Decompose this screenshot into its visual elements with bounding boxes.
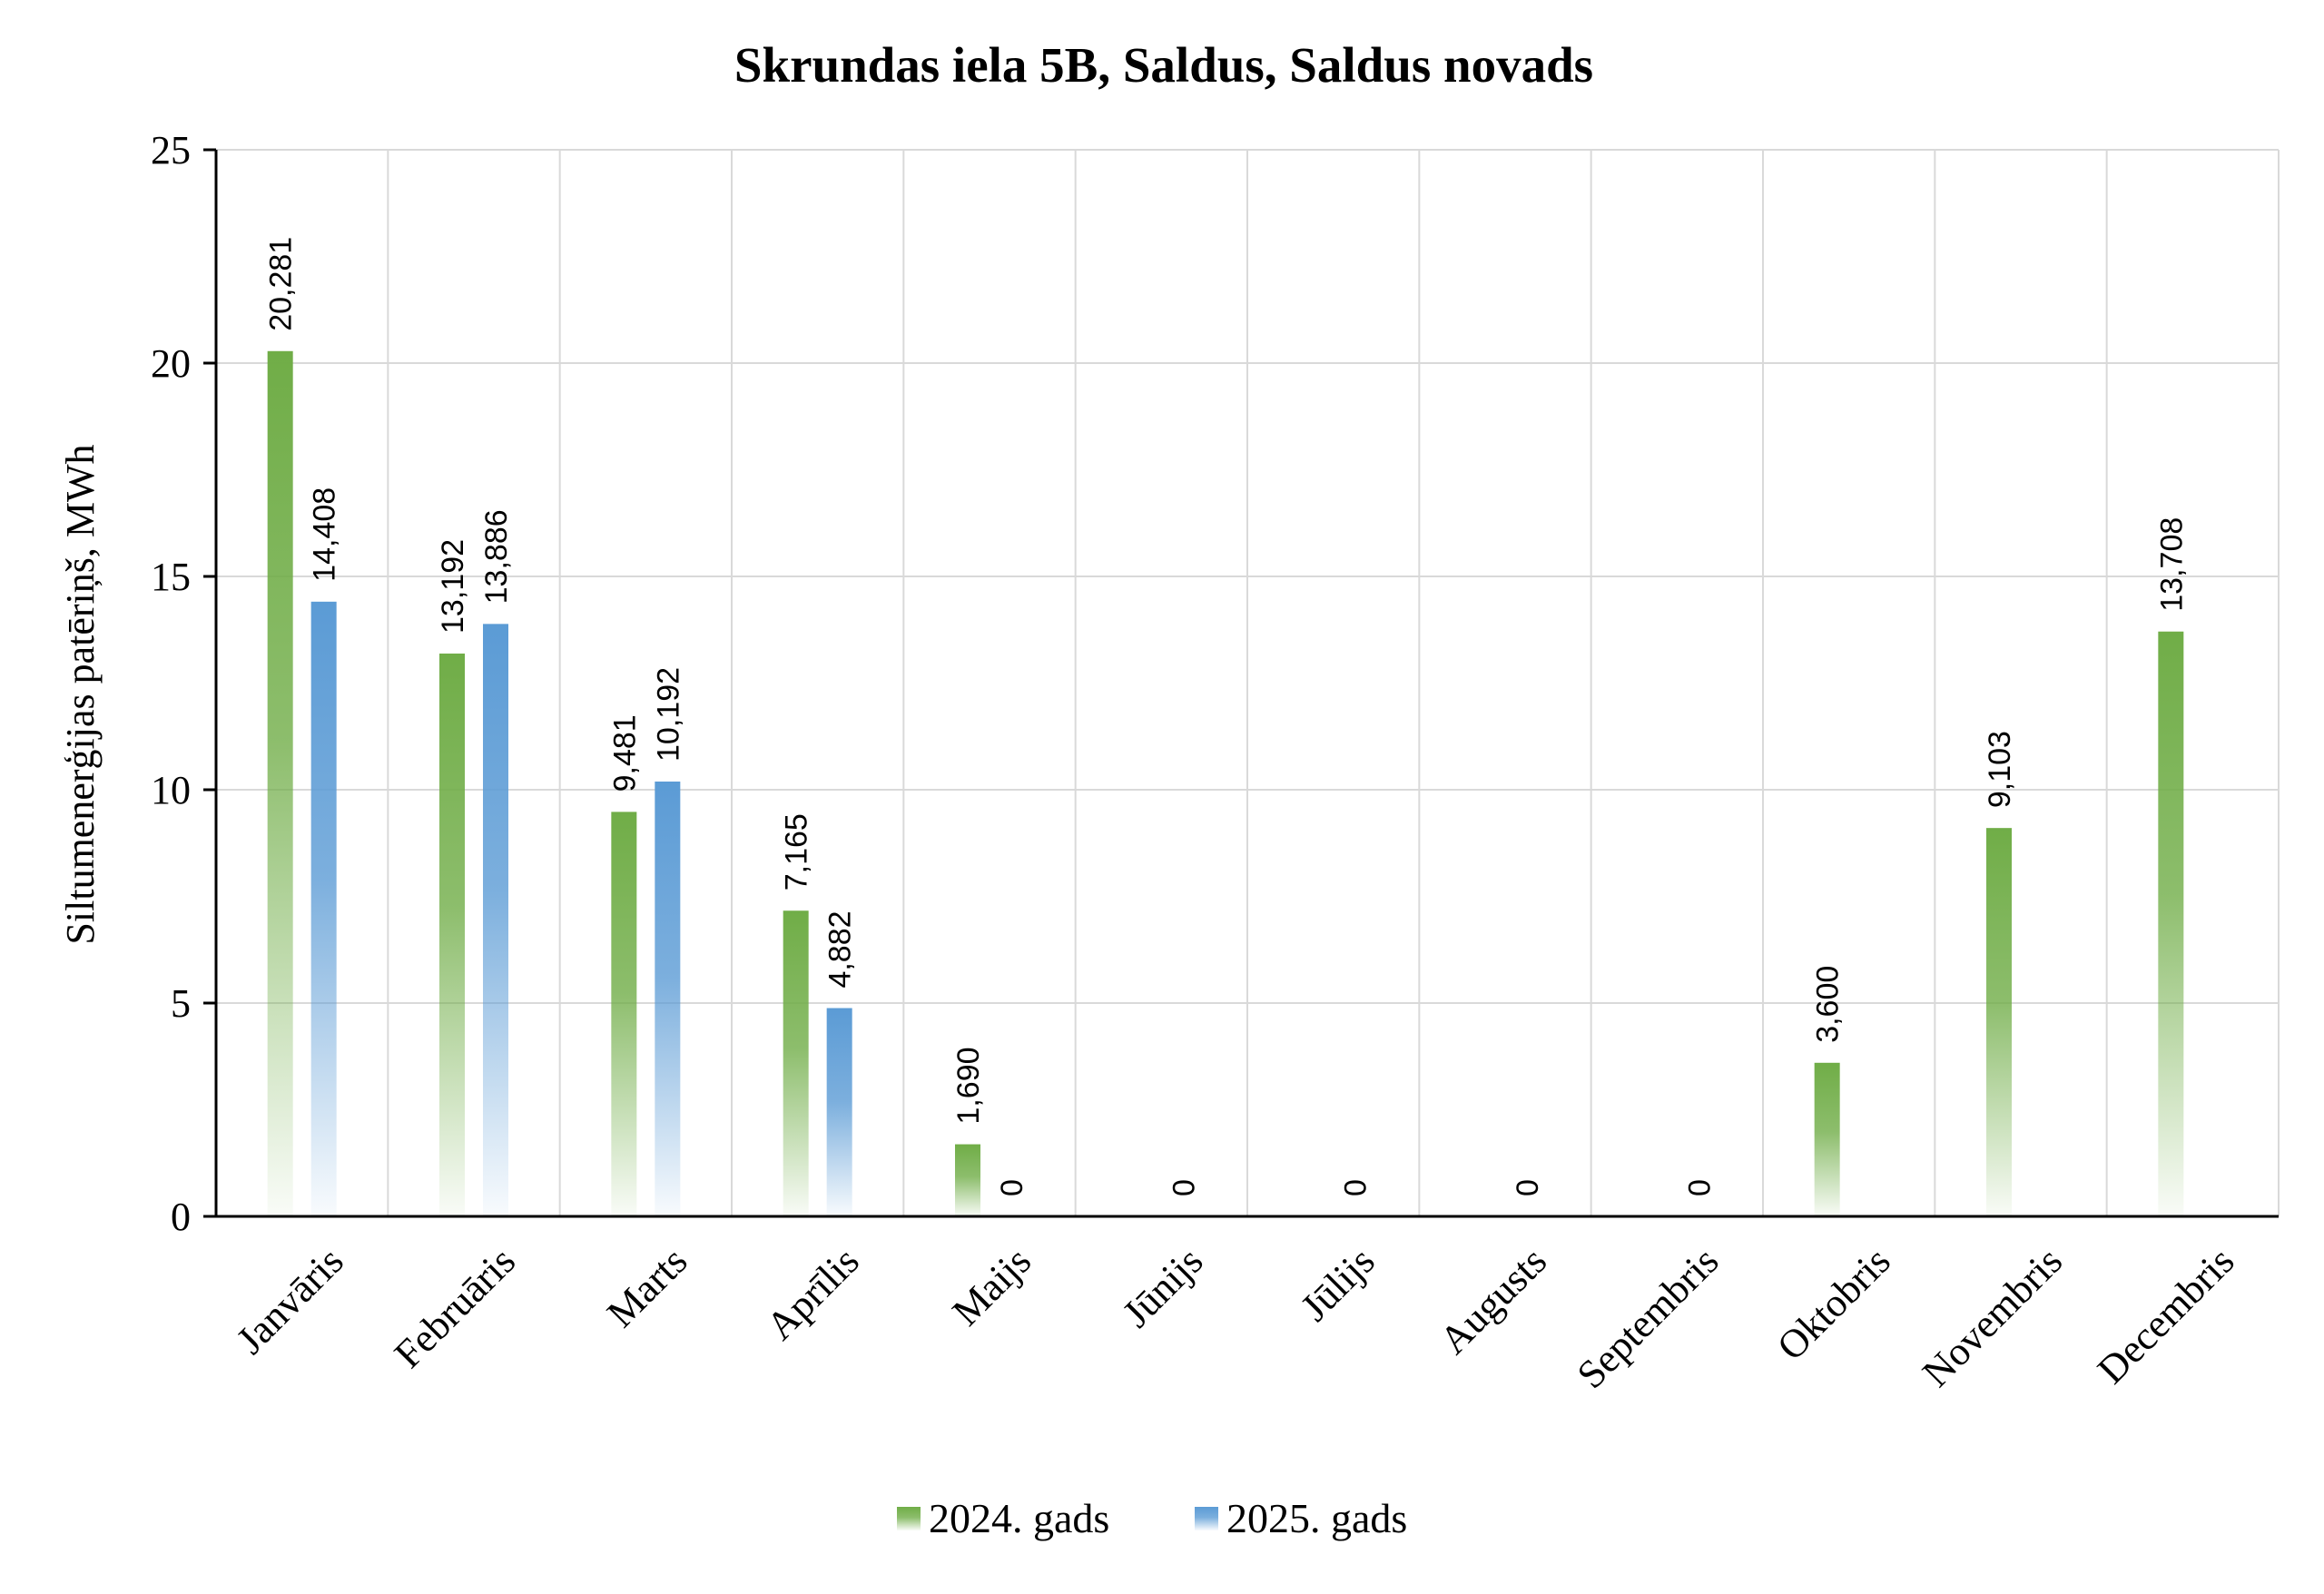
bar-2025 [310, 601, 337, 1216]
x-tick-label: Februāris [386, 1238, 524, 1376]
legend: 2024. gads 2025. gads [897, 1495, 1407, 1541]
data-label: 4,882 [823, 910, 858, 988]
x-tick-label: Novembris [1914, 1238, 2071, 1395]
y-axis-title: Siltumenerģijas patēriņš, MWh [58, 444, 103, 944]
bar-2024 [1814, 1062, 1840, 1216]
y-tick-label: 20 [151, 341, 191, 386]
data-label: 0 [1682, 1179, 1717, 1196]
y-tick-label: 10 [151, 768, 191, 812]
bar-2024 [783, 910, 809, 1216]
legend-swatch-2025 [1195, 1507, 1218, 1530]
chart-title: Skrundas iela 5B, Saldus, Saldus novads [734, 37, 1593, 93]
legend-swatch-2024 [897, 1507, 921, 1530]
x-tick-label: Jūnijs [1114, 1238, 1211, 1335]
data-label: 0 [1167, 1179, 1201, 1196]
x-tick-label: Augusts [1431, 1238, 1555, 1363]
data-labels: 20,281 13,192 9,481 7,165 1,690 3,600 9,103 13,… [264, 237, 2190, 1196]
x-tick-label: Aprīlis [758, 1238, 868, 1348]
y-tick-label: 15 [151, 555, 191, 599]
legend-label-2025: 2025. gads [1226, 1495, 1407, 1541]
bar-2024 [955, 1144, 980, 1216]
x-tick-label: Janvāris [228, 1238, 352, 1363]
x-tick-label: Jūlijs [1292, 1238, 1383, 1329]
bar-2024 [1986, 828, 2012, 1216]
x-tick-label: Marts [598, 1238, 695, 1335]
data-label: 0 [1339, 1179, 1374, 1196]
x-tick-label: Oktobris [1768, 1238, 1899, 1369]
x-tick-label: Decembris [2089, 1238, 2242, 1392]
bar-2025 [826, 1008, 852, 1216]
data-label: 0 [995, 1179, 1029, 1196]
data-label: 9,103 [1983, 731, 2017, 808]
y-tick-label: 0 [171, 1195, 191, 1239]
bar-2024 [439, 653, 465, 1216]
data-label: 14,408 [308, 487, 342, 582]
bar-2024 [611, 812, 637, 1216]
x-tick-label: Septembris [1569, 1238, 1728, 1397]
bar-2025 [483, 624, 508, 1216]
bar-2025 [655, 781, 681, 1216]
data-label: 13,708 [2154, 517, 2189, 612]
legend-label-2024: 2024. gads [929, 1495, 1109, 1541]
data-label: 13,192 [436, 539, 470, 634]
y-tick-label: 25 [151, 128, 191, 172]
data-label: 1,690 [951, 1047, 986, 1124]
data-label: 0 [1511, 1179, 1545, 1196]
bar-2024 [267, 350, 293, 1217]
data-label: 3,600 [1811, 966, 1846, 1043]
bars [267, 350, 2184, 1217]
gridlines [216, 149, 2280, 1216]
data-label: 20,281 [264, 237, 299, 331]
data-label: 13,886 [479, 509, 514, 604]
data-label: 10,192 [651, 667, 685, 762]
axes: 0 5 10 15 20 25 Janvāris Februāris Marts Aprīlis M… [151, 128, 2279, 1397]
data-label: 7,165 [780, 813, 814, 890]
x-tick-label: Maijs [944, 1238, 1040, 1334]
bar-2024 [2158, 631, 2184, 1216]
data-label: 9,481 [607, 714, 642, 792]
y-tick-label: 5 [171, 981, 191, 1026]
